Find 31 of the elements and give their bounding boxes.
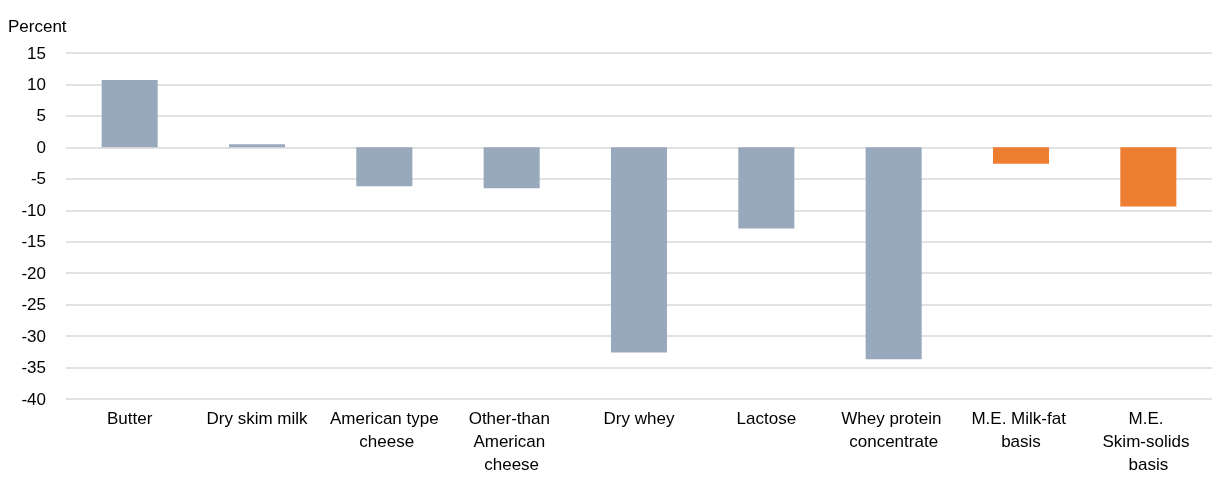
bar [992, 147, 1050, 164]
y-tick-label: -35 [21, 358, 46, 378]
bar [356, 147, 413, 187]
y-tick-label: -30 [21, 326, 46, 346]
x-tick-label: M.E. Skim-solids basis [1102, 409, 1195, 474]
y-tick-label: 15 [27, 43, 46, 63]
y-tick-label: -10 [21, 200, 46, 220]
bar [483, 147, 540, 189]
x-tick-label: Dry whey [603, 409, 675, 428]
x-tick-label: Lactose [736, 409, 797, 428]
y-tick-label: -5 [30, 169, 46, 189]
bar [101, 80, 158, 148]
y-tick-label: -25 [21, 295, 46, 315]
y-tick-label: -40 [21, 389, 46, 409]
x-tick-label: American type cheese [330, 409, 439, 451]
bar [865, 147, 922, 360]
y-tick-label: -20 [21, 263, 46, 283]
x-tick-label: Butter [106, 409, 153, 428]
bar [738, 147, 795, 229]
y-tick-label: 10 [27, 74, 46, 94]
y-axis-title: Percent [8, 17, 67, 36]
x-tick-label: Other-than American cheese [468, 409, 555, 474]
x-tick-label: Whey protein concentrate [841, 409, 947, 451]
bar [228, 144, 286, 148]
x-tick-label: M.E. Milk-fat basis [971, 409, 1071, 451]
y-tick-label: 5 [36, 106, 46, 126]
bar [610, 147, 668, 353]
y-tick-label: 0 [36, 137, 46, 157]
x-tick-label: Dry skim milk [206, 409, 309, 428]
y-tick-label: -15 [21, 232, 46, 252]
bar [1120, 147, 1177, 207]
